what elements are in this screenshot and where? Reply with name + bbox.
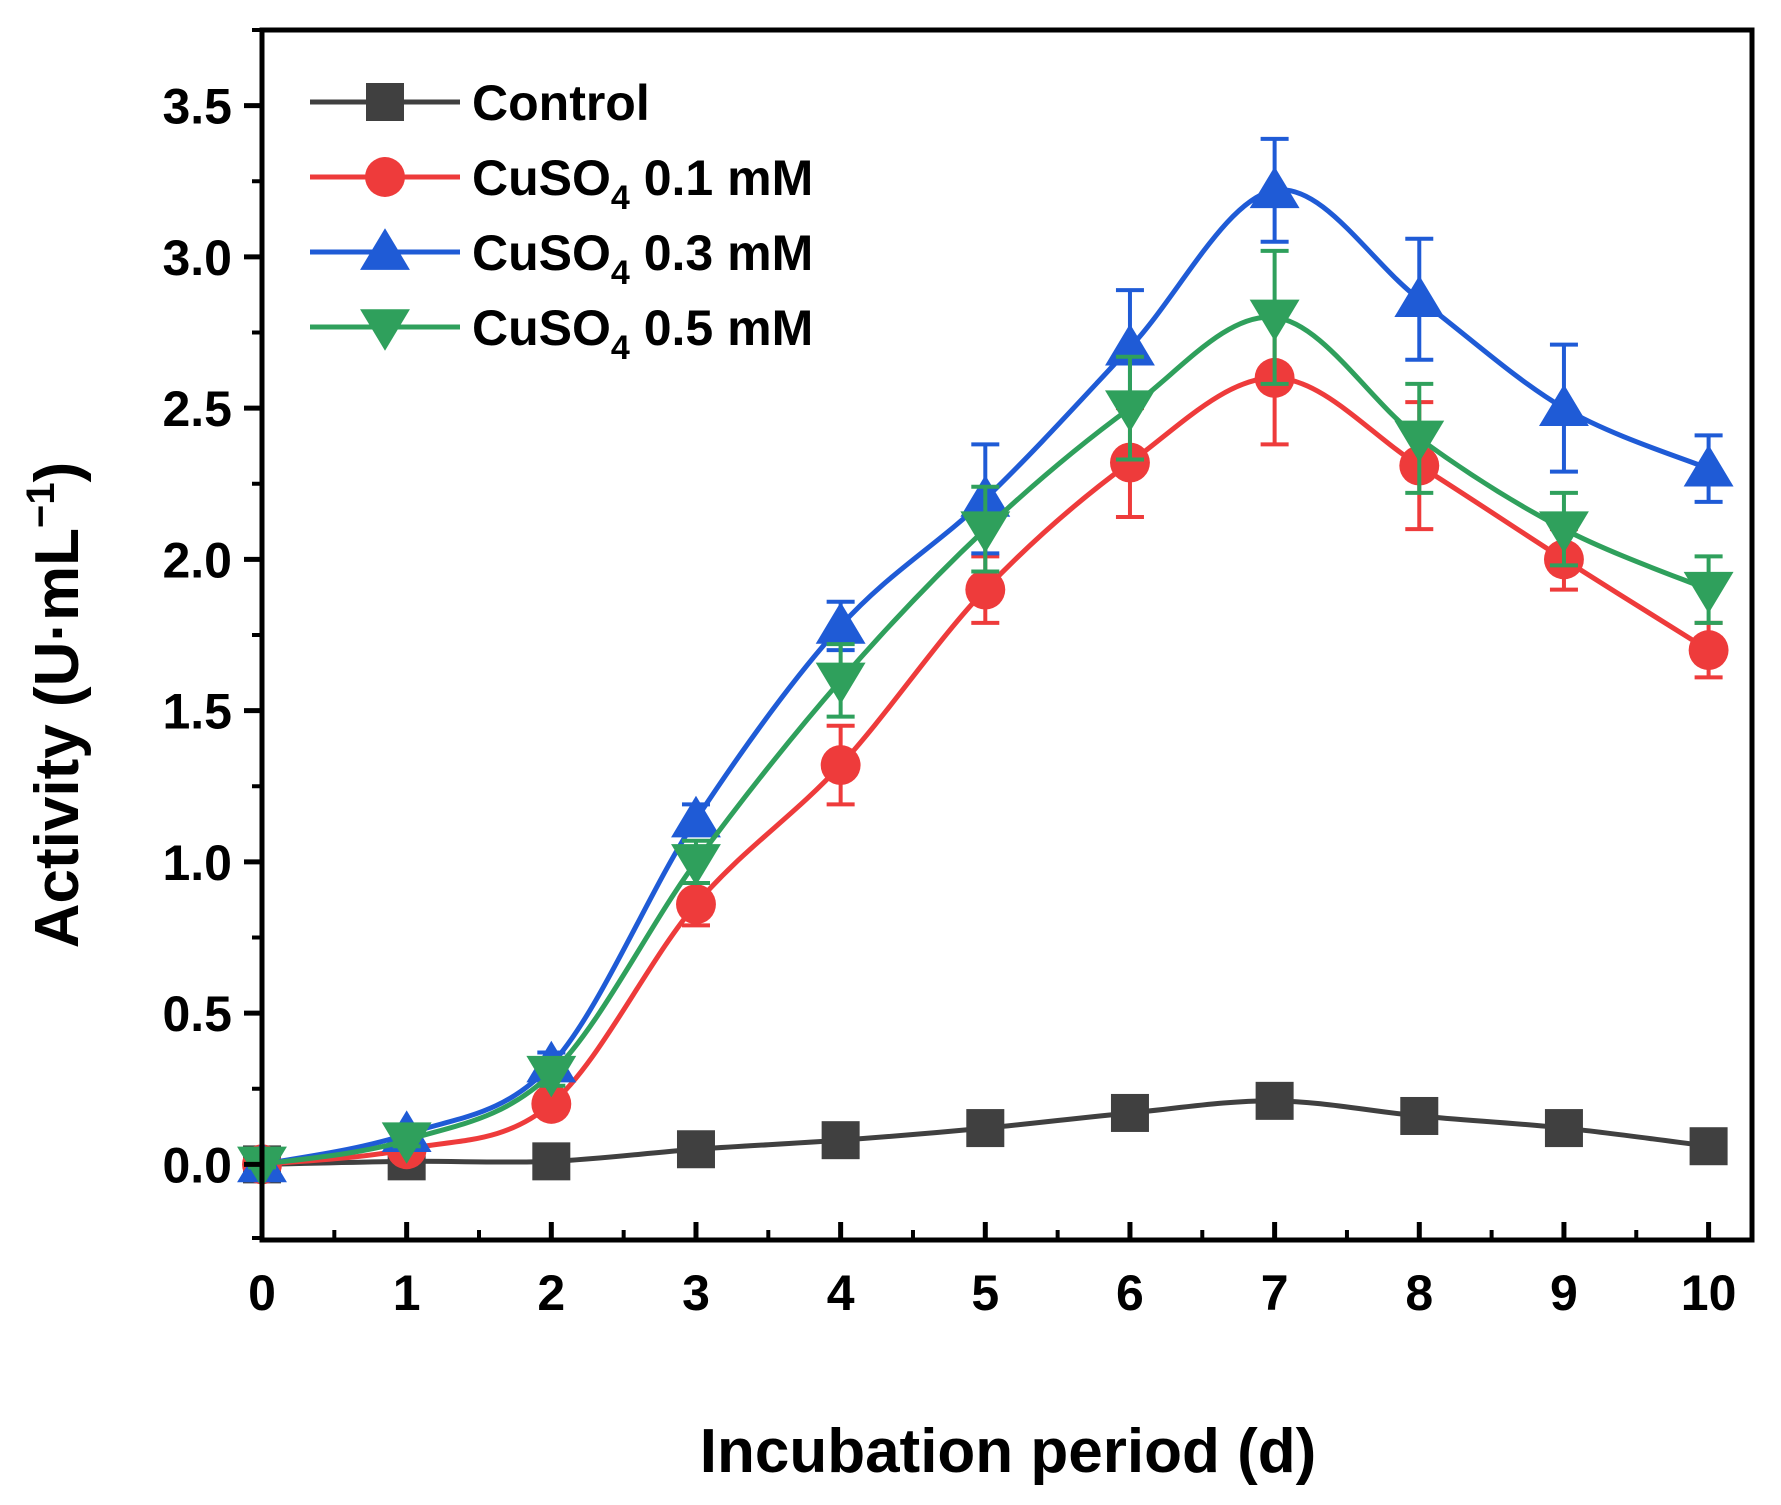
x-tick-label: 8: [1405, 1265, 1433, 1321]
legend-label: CuSO4 0.5 mM: [472, 300, 813, 367]
data-point: [815, 662, 866, 705]
x-tick-label: 5: [971, 1265, 999, 1321]
plot-area: [237, 136, 1734, 1189]
legend-entry-2: CuSO4 0.3 mM: [310, 225, 813, 292]
y-tick-label: 2.0: [162, 532, 232, 588]
data-point: [1110, 442, 1150, 483]
x-tick-label: 7: [1261, 1265, 1289, 1321]
legend-marker: [365, 157, 405, 197]
legend-entry-0: Control: [310, 75, 650, 131]
legend-marker: [360, 228, 410, 270]
series-line: [261, 314, 1710, 1167]
data-point: [1394, 420, 1445, 463]
data-point: [676, 1130, 715, 1169]
data-point: [671, 844, 721, 886]
data-point: [671, 795, 721, 838]
legend-entry-3: CuSO4 0.5 mM: [310, 300, 813, 367]
x-tick-label: 0: [248, 1265, 276, 1321]
legend: Control CuSO4 0.1 mM CuSO4 0.3 mM CuSO4 0.5…: [310, 75, 813, 367]
x-tick-label: 2: [537, 1265, 565, 1321]
x-tick-label: 4: [827, 1265, 855, 1321]
data-point: [966, 1109, 1005, 1148]
data-point: [1394, 275, 1445, 318]
data-point: [821, 1121, 860, 1160]
data-point: [526, 1055, 577, 1098]
y-axis-title-superscript: −1: [19, 482, 63, 528]
y-tick-label: 3.0: [162, 230, 232, 286]
y-tick-label: 0.5: [162, 986, 232, 1042]
data-point: [1255, 1081, 1294, 1120]
y-tick-label: 1.0: [162, 835, 232, 891]
data-point: [1539, 511, 1589, 553]
x-tick-label: 1: [393, 1265, 421, 1321]
x-tick-label: 3: [682, 1265, 710, 1321]
data-point: [1110, 1093, 1149, 1132]
legend-label: CuSO4 0.3 mM: [472, 225, 813, 292]
legend-marker: [360, 309, 410, 351]
series-3: [237, 248, 1734, 1189]
data-point: [965, 569, 1006, 610]
data-point: [960, 511, 1011, 553]
data-point: [1249, 166, 1300, 209]
x-tick-label: 6: [1116, 1265, 1144, 1321]
data-point: [1539, 384, 1589, 426]
legend-label: CuSO4 0.1 mM: [472, 150, 813, 217]
y-tick-label: 1.5: [162, 684, 232, 740]
y-tick-label: 3.5: [162, 79, 232, 135]
y-axis-title-close: ): [23, 462, 92, 483]
data-point: [1689, 1127, 1728, 1166]
y-axis-title-main: Activity (U·mL: [23, 528, 92, 948]
y-axis-title: Activity (U·mL−1): [19, 462, 92, 949]
x-tick-label: 9: [1550, 1265, 1578, 1321]
axes: 0 1 2 3 4 5 6 7 8 9 10 0.0 0.5 1.0 1.5 2.0 2.5 3.0 3.5: [162, 27, 1755, 1321]
data-point: [1249, 299, 1300, 342]
data-point: [1400, 1096, 1439, 1135]
x-tick-label: 10: [1681, 1265, 1737, 1321]
x-axis-title: Incubation period (d): [700, 1417, 1317, 1486]
data-point: [820, 745, 861, 786]
data-point: [531, 1083, 572, 1124]
data-point: [532, 1142, 571, 1181]
data-point: [1544, 1109, 1583, 1148]
legend-label: Control: [472, 75, 650, 131]
legend-entry-1: CuSO4 0.1 mM: [310, 150, 813, 217]
data-point: [1683, 444, 1734, 487]
legend-marker: [366, 83, 404, 121]
data-point: [676, 884, 716, 925]
data-point: [381, 1122, 432, 1164]
data-point: [1683, 571, 1734, 614]
data-point: [815, 602, 866, 644]
data-point: [1105, 390, 1155, 432]
data-point: [1688, 630, 1729, 671]
y-tick-label: 0.0: [162, 1137, 232, 1193]
y-tick-label: 2.5: [162, 381, 232, 437]
